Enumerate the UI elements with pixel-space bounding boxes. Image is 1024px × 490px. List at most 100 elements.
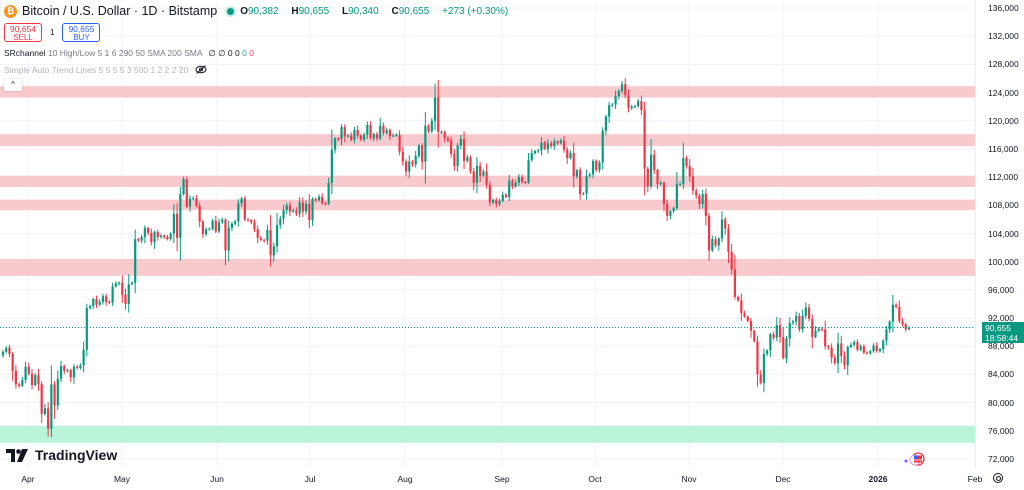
open-value: 90,382 — [247, 5, 279, 17]
eye-hidden-icon[interactable] — [195, 65, 207, 74]
resistance-zone — [0, 86, 975, 98]
candle — [827, 344, 830, 350]
candle — [691, 168, 695, 196]
candle — [753, 329, 756, 343]
price-tick: 76,000 — [988, 425, 1014, 436]
time-axis[interactable]: Apr May Jun Jul Aug Sep Oct Nov Dec 2026 Feb — [0, 468, 1024, 490]
symbol-row: ₿ Bitcoin / U.S. Dollar · 1D · Bitstamp … — [4, 3, 513, 19]
collapse-legend-button[interactable]: ^ — [4, 79, 22, 91]
time-tick: May — [113, 474, 131, 484]
trade-buttons: 90,654 SELL 1 90,655 BUY — [4, 23, 513, 42]
candle — [314, 197, 317, 203]
candle — [304, 200, 308, 215]
candle — [47, 402, 50, 437]
candle — [749, 318, 753, 338]
candle — [878, 347, 882, 353]
tradingview-logo-icon — [6, 448, 28, 462]
candle — [656, 169, 659, 190]
candle — [895, 303, 898, 309]
candle — [327, 177, 330, 206]
change-value: +273 (+0.30%) — [442, 5, 509, 17]
candle — [646, 166, 649, 193]
candle — [782, 327, 785, 360]
price-axis[interactable]: 90,655 18:58:44 136,000 132,000 128,000 124… — [975, 0, 1024, 468]
time-tick: Nov — [681, 474, 697, 484]
candle — [759, 370, 762, 385]
candle — [108, 300, 111, 305]
candle — [485, 163, 488, 189]
candle — [176, 203, 179, 252]
symbol-title[interactable]: Bitcoin / U.S. Dollar · 1D · Bitstamp — [22, 4, 218, 18]
candle — [201, 219, 205, 238]
candle — [624, 77, 627, 99]
time-tick: Apr — [21, 474, 35, 484]
candle — [76, 365, 79, 370]
candle — [862, 344, 865, 355]
candle — [156, 229, 159, 241]
candle — [379, 117, 382, 141]
resistance-zone — [0, 258, 975, 276]
indicator-srchannel[interactable]: SRchannel 10 High/Low 5 1 6 290 50 SMA 2… — [4, 48, 254, 58]
candle — [591, 159, 595, 179]
candlestick-chart[interactable] — [0, 0, 975, 468]
candle — [311, 197, 314, 226]
candle — [511, 178, 514, 190]
time-tick: Feb — [967, 474, 983, 484]
candle — [737, 295, 740, 302]
candle — [733, 254, 736, 300]
price-tick: 124,000 — [988, 87, 1019, 98]
price-tick: 80,000 — [988, 397, 1014, 408]
candle — [579, 167, 582, 200]
candle — [21, 376, 24, 388]
candle — [385, 128, 388, 135]
candle — [820, 326, 824, 332]
candle — [150, 228, 153, 246]
candle — [504, 193, 508, 199]
candle — [704, 188, 707, 226]
price-tick: 96,000 — [988, 284, 1014, 295]
candle — [856, 339, 859, 352]
candle — [450, 136, 453, 158]
candle — [234, 219, 237, 226]
candle — [369, 121, 372, 140]
candle — [804, 302, 807, 319]
candle — [585, 169, 588, 201]
candle — [743, 310, 746, 318]
buy-button[interactable]: 90,655 BUY — [62, 23, 101, 42]
high-value: 90,655 — [298, 5, 330, 17]
chart-settings-icon[interactable] — [993, 473, 1003, 483]
candle — [853, 340, 856, 347]
candle — [182, 176, 185, 196]
chart-plot-area[interactable] — [0, 0, 975, 468]
candle — [891, 295, 894, 333]
sell-button[interactable]: 90,654 SELL — [4, 23, 42, 42]
candle — [653, 149, 656, 174]
candle — [688, 159, 691, 182]
candle — [333, 137, 337, 154]
candle — [195, 194, 198, 208]
candle — [546, 139, 549, 154]
candle — [37, 368, 40, 391]
candle — [359, 134, 362, 142]
candle — [114, 281, 117, 288]
candle — [205, 227, 208, 237]
candle — [727, 224, 730, 263]
candle — [127, 274, 130, 313]
candle — [343, 124, 346, 143]
candle — [217, 218, 221, 234]
economic-events-flag-icon[interactable] — [903, 452, 927, 466]
candle — [237, 199, 240, 227]
candle — [740, 293, 743, 321]
candle — [601, 127, 604, 170]
candle — [462, 131, 466, 169]
price-tick: 120,000 — [988, 115, 1019, 126]
candle — [530, 149, 533, 162]
candle — [8, 344, 11, 357]
candle — [446, 136, 450, 143]
candle — [111, 282, 114, 306]
candle — [256, 225, 259, 244]
indicator-trend-lines[interactable]: Simple Auto Trend Lines 5 5 5 5 3 500 1 … — [4, 65, 513, 76]
candle — [701, 189, 704, 209]
candle — [43, 403, 47, 416]
tradingview-logo[interactable]: TradingView — [6, 447, 117, 463]
